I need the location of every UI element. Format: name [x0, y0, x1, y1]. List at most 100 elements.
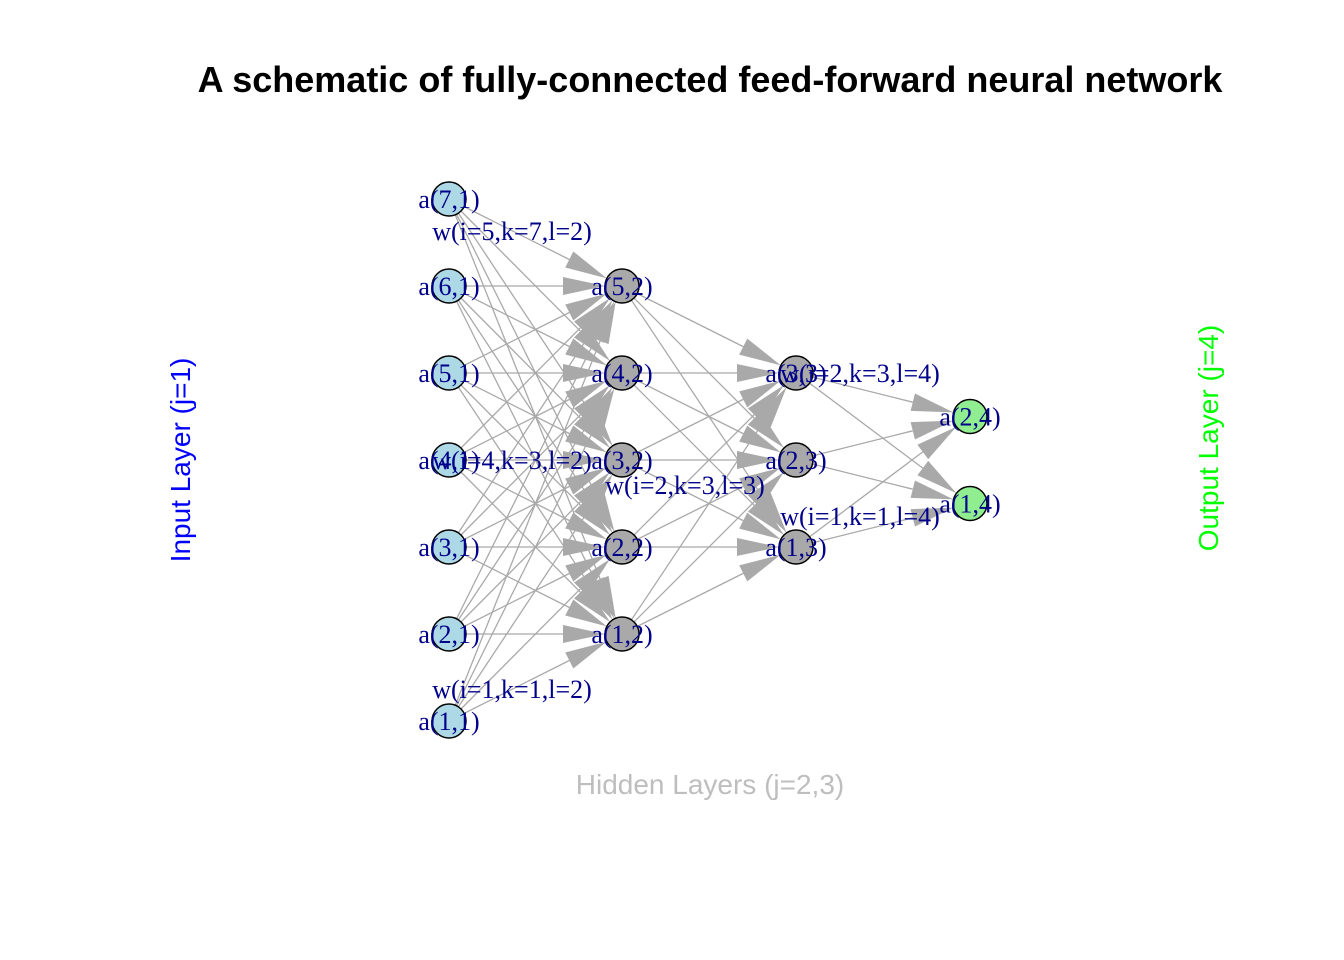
node-hidden-1-5: [604, 268, 640, 304]
node-input-5: [431, 355, 467, 391]
edge-hidden-1-3-to-1: [621, 459, 744, 522]
arrowhead: [910, 480, 954, 500]
node-label-input-7: a(7,1): [418, 185, 479, 214]
node-hidden-1-2: [604, 529, 640, 565]
arrowhead: [574, 324, 611, 361]
arrowhead: [739, 338, 781, 366]
edge-input-3-to-1: [448, 546, 570, 609]
edge-hidden-1-1-to-2: [621, 501, 755, 635]
arrowhead: [739, 425, 781, 453]
node-labels-group: a(1,1) a(2,1) a(3,1) a(4,1) a(5,1) a(6,1) a(7,…: [418, 185, 1000, 736]
arrowhead: [747, 385, 784, 422]
arrowhead: [574, 385, 611, 422]
edge-input-6-to-2: [448, 285, 590, 499]
node-label-hidden-1-5: a(5,2): [591, 272, 652, 301]
edge-hidden-1-5-to-3: [621, 285, 744, 348]
arrowhead: [565, 554, 607, 582]
weight-label-1: w(i=5,k=7,l=2): [432, 217, 592, 246]
edge-hidden-1-4-to-1: [621, 372, 755, 506]
arrowhead: [755, 492, 787, 533]
arrowhead: [565, 467, 607, 495]
arrowhead: [587, 577, 615, 619]
edge-input-7-to-2: [448, 198, 597, 495]
arrowhead: [574, 498, 611, 535]
node-label-hidden-1-2: a(2,2): [591, 533, 652, 562]
weight-label-2: w(i=1,k=1,l=2): [432, 675, 592, 704]
edge-input-1-to-1: [448, 659, 570, 722]
edge-input-5-to-2: [448, 372, 581, 506]
edge-input-4-to-5: [448, 327, 581, 461]
edge-hidden-2-3-to-2: [795, 372, 913, 403]
edge-input-7-to-4: [448, 198, 581, 332]
arrowhead: [910, 507, 954, 527]
node-label-input-6: a(6,1): [418, 272, 479, 301]
edge-input-2-to-2: [448, 572, 570, 635]
arrowhead: [565, 425, 607, 453]
node-label-input-5: a(5,1): [418, 359, 479, 388]
arrowhead: [563, 538, 605, 556]
edge-hidden-2-2-to-1: [795, 459, 913, 490]
node-input-7: [431, 181, 467, 217]
arrowhead: [581, 492, 613, 533]
edge-hidden-1-5-to-1: [621, 285, 764, 499]
node-label-input-1: a(1,1): [418, 707, 479, 736]
input-layer-label: Input Layer (j=1): [165, 358, 196, 563]
edge-input-3-to-4: [448, 414, 581, 548]
node-output-1: [952, 485, 988, 522]
edge-input-4-to-4: [448, 398, 570, 461]
node-label-hidden-1-1: a(1,2): [591, 620, 652, 649]
arrowhead: [565, 641, 607, 669]
arrowhead: [581, 405, 613, 446]
edge-hidden-2-1-to-1: [795, 517, 913, 548]
edge-input-7-to-1: [448, 198, 601, 580]
edge-input-5-to-3: [448, 372, 570, 435]
arrowhead: [739, 467, 781, 495]
edge-hidden-2-2-to-2: [795, 430, 913, 461]
node-input-4: [431, 442, 467, 478]
arrowhead: [910, 420, 954, 440]
arrowhead: [574, 585, 611, 622]
arrowhead: [563, 364, 605, 382]
node-input-2: [431, 616, 467, 652]
edge-hidden-1-2-to-3: [621, 414, 755, 548]
arrowhead: [563, 277, 605, 295]
arrowhead: [565, 380, 607, 408]
arrowhead: [574, 559, 611, 596]
arrowhead: [917, 426, 957, 460]
node-input-6: [431, 268, 467, 304]
edge-input-3-to-3: [448, 485, 570, 548]
edge-input-1-to-4: [448, 425, 597, 722]
arrowhead: [737, 451, 779, 469]
node-output-2: [952, 398, 988, 435]
arrowhead: [574, 298, 611, 335]
weight-labels-group: w(i=5,k=7,l=2) w(i=1,k=1,l=2) w(i=4,k=3,l=…: [432, 217, 940, 704]
node-hidden-1-1: [604, 616, 640, 652]
node-label-hidden-2-2: a(2,3): [765, 446, 826, 475]
arrowhead: [591, 575, 616, 619]
node-input-1: [431, 703, 467, 739]
edge-input-6-to-1: [448, 285, 597, 582]
arrowhead: [739, 512, 781, 540]
arrowhead: [565, 251, 607, 279]
nodes-group: [431, 181, 988, 739]
arrowhead: [563, 451, 605, 469]
output-layer-label: Output Layer (j=4): [1193, 325, 1224, 551]
edge-hidden-1-3-to-3: [621, 398, 744, 461]
node-label-output-2: a(2,4): [939, 403, 1000, 432]
hidden-layers-label: Hidden Layers (j=2,3): [576, 769, 844, 800]
edge-input-2-to-5: [448, 338, 597, 635]
edge-input-6-to-4: [448, 285, 570, 348]
arrowhead: [917, 460, 957, 494]
edge-hidden-2-1-to-2: [795, 451, 924, 548]
edge-hidden-2-3-to-1: [795, 372, 924, 469]
node-label-input-3: a(3,1): [418, 533, 479, 562]
edge-hidden-1-1-to-1: [621, 572, 744, 635]
node-label-hidden-1-3: a(3,2): [591, 446, 652, 475]
arrowhead: [737, 538, 779, 556]
arrowhead: [739, 380, 781, 408]
edge-hidden-1-4-to-2: [621, 372, 744, 435]
node-label-output-1: a(1,4): [939, 490, 1000, 519]
arrowhead: [574, 411, 611, 448]
arrowhead: [587, 490, 615, 532]
